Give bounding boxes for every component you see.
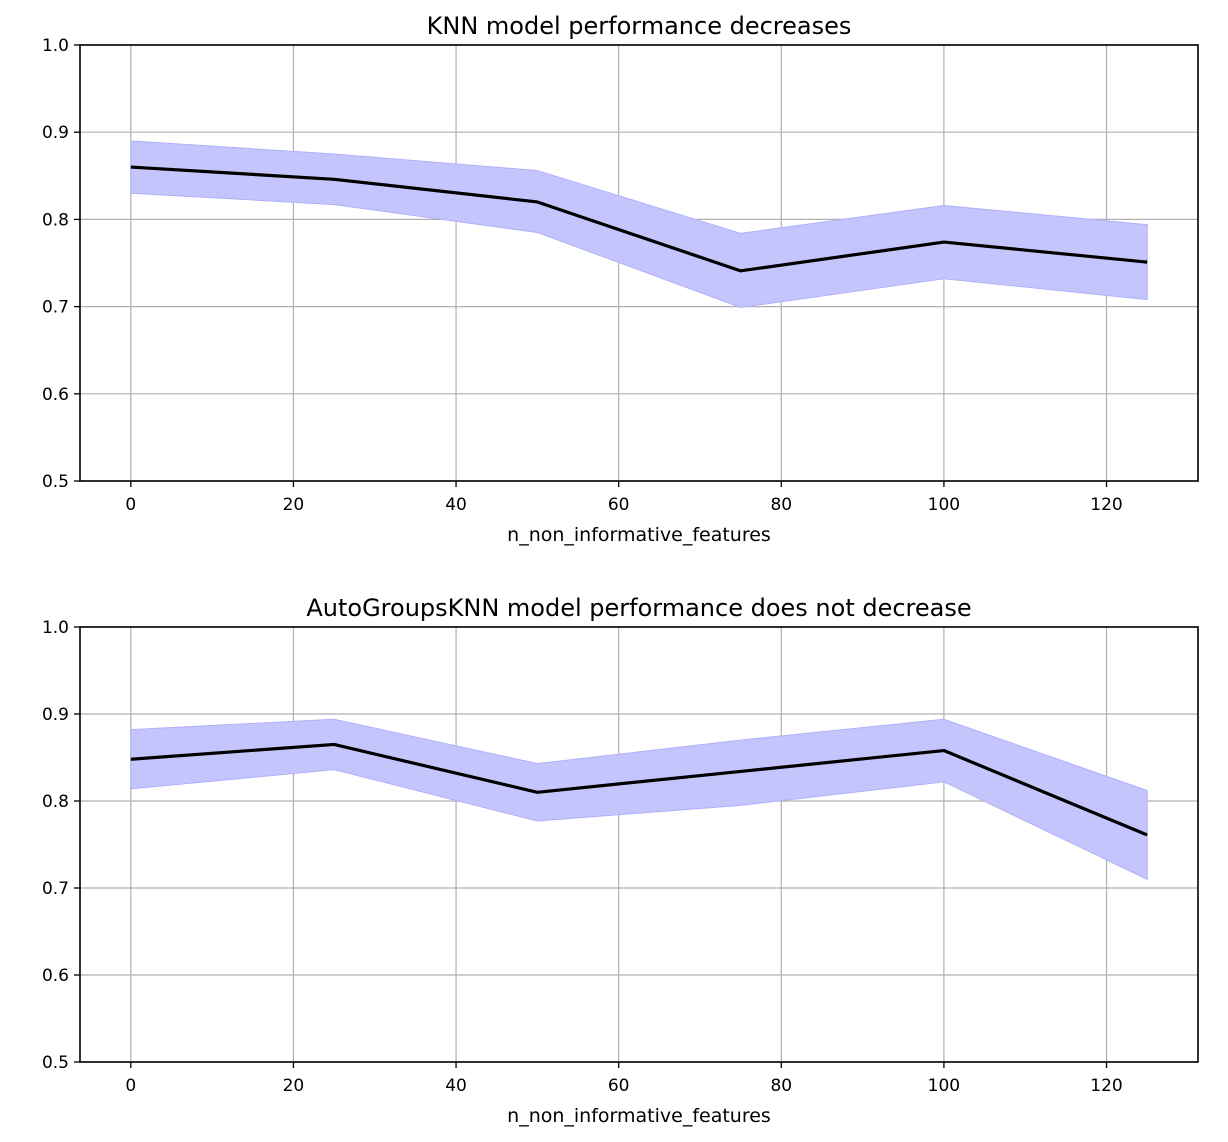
x-tick-label: 60 [608,1076,630,1096]
confidence-band [130,718,1148,881]
y-tick-label: 0.7 [42,879,69,899]
x-tick-label: 120 [1090,1076,1122,1096]
y-tick-label: 0.5 [42,1053,69,1073]
y-tick-label: 0.6 [42,966,69,986]
x-tick-label: 80 [770,1076,792,1096]
x-tick-label: 100 [928,1076,960,1096]
x-tick-label: 0 [125,495,136,515]
axes-frame [79,626,1199,1063]
chart-panel-1: 0 20 40 60 80 100 120 0.5 0.6 0.7 0.8 0.9 1.0 n_non_i… [42,12,1199,546]
y-tick-label: 0.8 [42,210,69,230]
axes-frame [79,44,1199,482]
y-tick-label: 1.0 [42,36,69,56]
confidence-band [130,140,1148,308]
x-tick-label: 60 [608,495,630,515]
chart-panel-2: 0 20 40 60 80 100 120 0.5 0.6 0.7 0.8 0.9 1.0 n_non_i… [42,594,1199,1127]
x-tick-label: 100 [928,495,960,515]
y-tick-label: 0.9 [42,123,69,143]
chart-title: KNN model performance decreases [427,12,852,40]
x-tick-label: 40 [445,1076,467,1096]
x-axis-label: n_non_informative_features [507,524,771,546]
x-tick-label: 20 [283,1076,305,1096]
x-tick-label: 80 [770,495,792,515]
mean-line [130,165,1148,273]
y-tick-label: 0.7 [42,298,69,318]
x-axis-label: n_non_informative_features [507,1105,771,1127]
y-tick-label: 0.9 [42,705,69,725]
x-tick-label: 0 [125,1076,136,1096]
y-tick-label: 0.8 [42,792,69,812]
x-tick-label: 120 [1090,495,1122,515]
chart-title: AutoGroupsKNN model performance does not… [306,594,971,622]
y-tick-label: 0.6 [42,385,69,405]
y-tick-label: 1.0 [42,618,69,638]
grid [80,626,1198,1063]
y-tick-label: 0.5 [42,472,69,492]
x-tick-label: 40 [445,495,467,515]
x-tick-label: 20 [283,495,305,515]
mean-line [130,742,1148,837]
